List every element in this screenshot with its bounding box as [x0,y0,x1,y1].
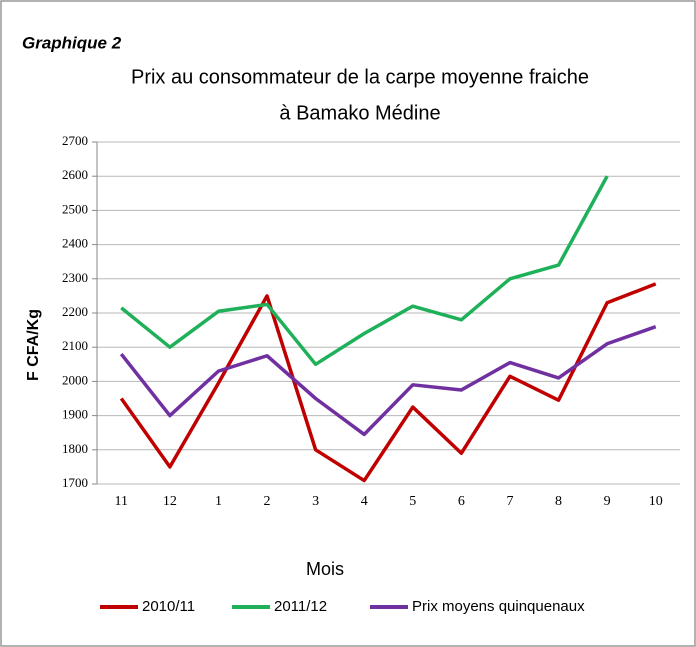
y-tick-label: 1900 [62,407,88,422]
chart-title: Prix au consommateur de la carpe moyenne… [131,66,589,88]
x-tick-label: 3 [312,494,319,509]
x-tick-label: 4 [361,494,368,509]
y-axis-label: F CFA/Kg [25,309,42,381]
x-tick-label: 6 [458,494,465,509]
x-axis-label: Mois [306,559,344,579]
series-line [119,282,657,483]
y-tick-label: 1700 [62,475,88,490]
x-tick-label: 8 [555,494,562,509]
x-tick-label: 9 [604,494,611,509]
y-tick-label: 2200 [62,304,88,319]
x-tick-label: 10 [649,494,663,509]
legend-label: 2011/12 [274,598,327,615]
legend-label: 2010/11 [142,598,195,615]
y-tick-label: 2500 [62,201,88,216]
x-tick-label: 7 [506,494,513,509]
y-tick-label: 2000 [62,372,88,387]
legend-label: Prix moyens quinquenaux [412,598,585,615]
x-tick-label: 5 [409,494,416,509]
y-tick-label: 2400 [62,236,88,251]
x-tick-label: 12 [163,494,177,509]
x-tick-label: 2 [264,494,271,509]
y-tick-label: 1800 [62,441,88,456]
y-tick-label: 2100 [62,338,88,353]
x-tick-label: 1 [215,494,222,509]
y-tick-label: 2300 [62,270,88,285]
chart-title: à Bamako Médine [279,102,440,124]
y-tick-label: 2600 [62,167,88,182]
series-line [119,325,657,437]
x-tick-label: 11 [115,494,128,509]
y-tick-label: 2700 [62,133,88,148]
series-line [120,175,609,367]
chart-caption: Graphique 2 [22,33,122,52]
